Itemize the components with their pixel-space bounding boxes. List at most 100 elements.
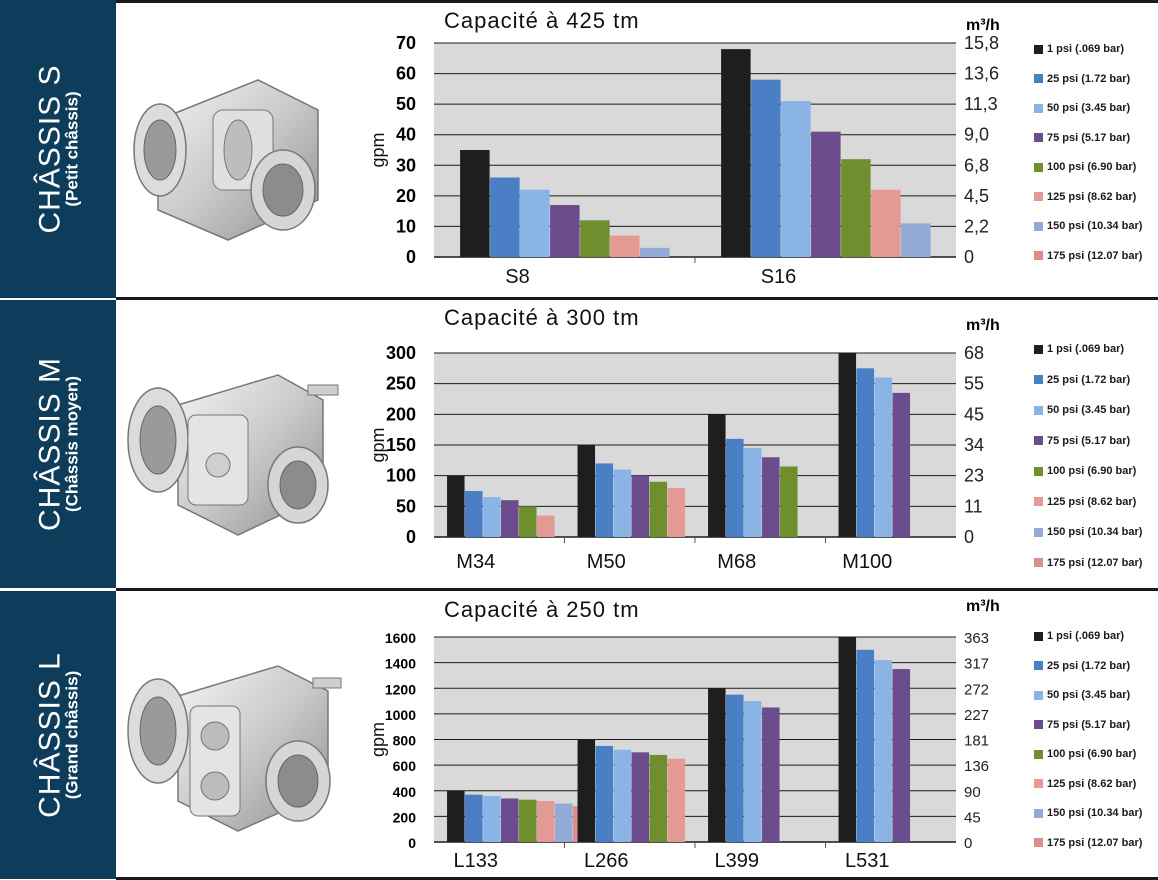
- legend-label: 175 psi (12.07 bar): [1047, 556, 1143, 569]
- legend-item: 25 psi (1.72 bar): [1034, 659, 1130, 673]
- bar: [667, 758, 686, 842]
- bar: [649, 754, 668, 842]
- bar: [838, 637, 857, 842]
- chart-l: 0 200 400 600 800 1000 1200 1400 1600 363 317 272 22…: [368, 597, 1000, 872]
- legend-swatch: [1034, 661, 1043, 670]
- y2-tick-label: 227: [964, 707, 989, 724]
- legend-label: 75 psi (5.17 bar): [1047, 718, 1131, 731]
- legend-label: 25 psi (1.72 bar): [1047, 659, 1131, 672]
- bar: [649, 481, 668, 537]
- legend-item: 25 psi (1.72 bar): [1034, 72, 1130, 86]
- legend-item: 175 psi (12.07 bar): [1034, 249, 1142, 263]
- y2-unit-label: m³/h: [966, 317, 1000, 334]
- y-tick-label: 200: [393, 809, 417, 825]
- y2-tick-label: 11,3: [964, 94, 998, 114]
- bar: [708, 414, 726, 537]
- legend-swatch: [1034, 838, 1043, 847]
- legend-item: 50 psi (3.45 bar): [1034, 688, 1130, 702]
- bar: [744, 701, 762, 842]
- y2-unit-label: m³/h: [966, 17, 1000, 34]
- y2-tick-label: 45: [964, 404, 984, 424]
- legend-label: 100 psi (6.90 bar): [1047, 161, 1137, 173]
- bar: [519, 506, 537, 537]
- y-tick-label: 30: [396, 155, 416, 175]
- legend-label: 50 psi (3.45 bar): [1047, 404, 1131, 416]
- y-tick-label: 250: [386, 374, 416, 394]
- legend-label: 75 psi (5.17 bar): [1047, 131, 1131, 144]
- bar: [640, 247, 670, 257]
- legend-item: 100 psi (6.90 bar): [1034, 747, 1136, 761]
- legend-label: 1 psi (.069 bar): [1047, 343, 1125, 355]
- legend-s: 1 psi (.069 bar) 25 psi (1.72 bar) 50 psi …: [1034, 0, 1158, 298]
- legend-swatch: [1034, 375, 1043, 384]
- y2-tick-label: 2,2: [964, 216, 989, 236]
- chassis-s-sidebar: CHÂSSIS S (Petit châssis): [0, 0, 116, 298]
- legend-swatch: [1034, 103, 1043, 113]
- bar: [501, 798, 519, 842]
- chassis-m-panel: CHÂSSIS M (Châssis moyen) 0 50 100 150 200 25…: [0, 300, 1158, 588]
- bar: [744, 448, 762, 537]
- legend-item: 1 psi (.069 bar): [1034, 342, 1124, 356]
- y2-unit-label: m³/h: [966, 598, 1000, 615]
- legend-label: 125 psi (8.62 bar): [1047, 777, 1137, 790]
- x-tick-label: L266: [584, 850, 629, 872]
- legend-item: 125 psi (8.62 bar): [1034, 190, 1136, 204]
- legend-label: 100 psi (6.90 bar): [1047, 748, 1137, 760]
- chassis-m-sidebar-text: CHÂSSIS M (Châssis moyen): [34, 357, 82, 531]
- y2-tick-label: 6,8: [964, 155, 989, 175]
- bar: [465, 794, 483, 842]
- legend-item: 125 psi (8.62 bar): [1034, 495, 1136, 509]
- x-tick-label: S16: [761, 266, 797, 288]
- y-tick-label: 10: [396, 216, 416, 236]
- y2-tick-label: 55: [964, 374, 984, 394]
- chassis-l-panel: CHÂSSIS L (Grand châssis) 0 200 400 600 800 1…: [0, 591, 1158, 880]
- legend-label: 150 psi (10.34 bar): [1047, 807, 1143, 819]
- y2-tick-label: 4,5: [964, 186, 989, 206]
- legend-item: 125 psi (8.62 bar): [1034, 777, 1136, 791]
- bar: [838, 353, 857, 537]
- chart-s: 0 10 20 30 40 50 60 70 15,8 13,6 11,3 9,0 6,8 4,5 2,2 0…: [368, 8, 1000, 288]
- y-tick-label: 150: [386, 435, 416, 455]
- x-tick-label: S8: [505, 266, 529, 288]
- y2-tick-label: 23: [964, 466, 984, 486]
- bar: [780, 466, 798, 537]
- chassis-s-panel: CHÂSSIS S (Petit châssis) 0 10 20 30 40 50 60 7…: [0, 0, 1158, 298]
- bar: [841, 159, 871, 257]
- y-tick-label: 400: [393, 784, 417, 800]
- legend-item: 150 psi (10.34 bar): [1034, 806, 1142, 820]
- bar: [550, 205, 580, 257]
- bar: [892, 392, 911, 537]
- legend-swatch: [1034, 779, 1043, 788]
- legend-item: 150 psi (10.34 bar): [1034, 219, 1142, 233]
- bar: [520, 189, 550, 257]
- x-tick-label: M50: [587, 551, 626, 573]
- legend-item: 50 psi (3.45 bar): [1034, 101, 1130, 115]
- y-tick-label: 0: [406, 247, 416, 267]
- bar: [874, 660, 893, 842]
- legend-label: 25 psi (1.72 bar): [1047, 373, 1131, 386]
- y2-tick-label: 15,8: [964, 33, 999, 53]
- legend-swatch: [1034, 162, 1043, 172]
- x-tick-label: M100: [842, 551, 892, 573]
- bar: [613, 469, 632, 537]
- x-tick-label: L133: [454, 850, 499, 872]
- legend-item: 1 psi (.069 bar): [1034, 629, 1124, 643]
- bar: [811, 131, 841, 257]
- legend-label: 100 psi (6.90 bar): [1047, 465, 1137, 477]
- legend-label: 75 psi (5.17 bar): [1047, 434, 1131, 447]
- legend-item: 150 psi (10.34 bar): [1034, 525, 1142, 539]
- y-tick-label: 100: [386, 466, 416, 486]
- y2-tick-label: 9,0: [964, 125, 989, 145]
- legend-item: 100 psi (6.90 bar): [1034, 464, 1136, 478]
- y-tick-label: 70: [396, 33, 416, 53]
- bar: [519, 799, 537, 842]
- legend-label: 50 psi (3.45 bar): [1047, 102, 1131, 114]
- divider-2: [116, 588, 1158, 591]
- bar: [631, 475, 650, 537]
- legend-label: 125 psi (8.62 bar): [1047, 190, 1137, 203]
- x-tick-label: L531: [845, 850, 890, 872]
- divider-1: [116, 297, 1158, 300]
- legend-swatch: [1034, 74, 1043, 83]
- bar: [901, 223, 931, 257]
- legend-swatch: [1034, 221, 1043, 231]
